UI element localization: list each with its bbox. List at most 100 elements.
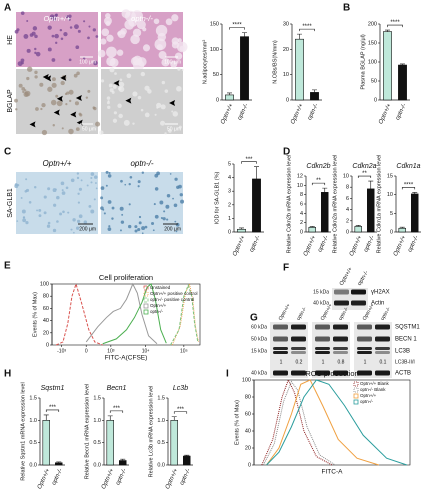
blot-band [357, 351, 372, 354]
cell [137, 227, 141, 232]
blot-protein: ACTB [395, 371, 411, 377]
significance: **** [232, 23, 242, 29]
blot-protein: γH2AX [371, 290, 390, 296]
cell [137, 185, 140, 188]
cell [77, 201, 80, 204]
cell [108, 83, 113, 88]
cell [24, 89, 27, 92]
cell [73, 73, 78, 78]
cell [119, 206, 124, 211]
x-tick-label: optn-/- [407, 235, 420, 253]
chart-title: Cdkn2a [352, 163, 376, 170]
legend-swatch [353, 387, 359, 393]
bar [308, 227, 316, 233]
cell [178, 125, 182, 129]
blot-protein: SQSTM1 [395, 325, 420, 331]
cell [69, 26, 73, 29]
x-tick-label: optn-/- [317, 235, 330, 253]
bar [55, 462, 63, 466]
cell [90, 176, 93, 180]
bar [398, 227, 406, 233]
y-tick-label: 8 [346, 185, 349, 191]
cell [78, 187, 83, 191]
blot-band [291, 370, 306, 376]
cell [24, 90, 31, 97]
cell [86, 184, 89, 187]
cell [125, 11, 131, 16]
cell [80, 179, 83, 182]
bar [411, 193, 419, 233]
bar [240, 36, 249, 101]
cell [32, 26, 38, 31]
chart-title: Sqstm1 [41, 385, 65, 392]
legend-swatch [353, 393, 359, 399]
plot-frame [253, 379, 411, 466]
cell [33, 186, 37, 189]
cell [154, 187, 159, 191]
cell [61, 191, 66, 195]
cell [72, 218, 76, 222]
cell [68, 14, 72, 18]
error-bar [312, 89, 317, 93]
cell [163, 210, 166, 213]
cell [87, 36, 90, 40]
cell [106, 96, 111, 100]
cell [103, 212, 106, 215]
cell [179, 45, 185, 51]
cell [181, 68, 184, 71]
y-tick-label: 0.0 [157, 462, 165, 468]
cell [141, 226, 146, 231]
cell [123, 119, 130, 126]
bar [367, 188, 375, 233]
cell [35, 51, 41, 57]
panel-label: F [283, 263, 289, 274]
arrowhead [125, 97, 132, 104]
cell [118, 86, 125, 93]
y-axis-label: Plasma BGLAP (ng/μl) [360, 34, 366, 90]
x-tick-label: Optn+/+ [378, 103, 393, 126]
cell [153, 18, 160, 25]
x-tick-label: optn-/- [395, 103, 408, 121]
cell [56, 100, 63, 107]
cell [51, 58, 56, 62]
x-tick-label: 0 [85, 348, 88, 354]
cell [50, 99, 57, 106]
significance-bracket [173, 411, 188, 414]
legend-label: optn-/- positive control [150, 297, 194, 302]
cell [161, 80, 166, 85]
cell [164, 89, 169, 93]
y-tick-label: 10 [343, 173, 349, 179]
micrograph [14, 11, 99, 67]
cell [90, 209, 95, 214]
cell [95, 35, 99, 38]
cell [60, 80, 65, 86]
x-tick-label: Optn+/+ [101, 468, 116, 491]
significance: **** [390, 20, 400, 26]
blot-band [315, 336, 330, 342]
significance: *** [113, 406, 121, 412]
scale-bar-label: 100 μm [164, 59, 181, 65]
y-tick-label: 0 [286, 97, 289, 103]
cell [119, 229, 122, 232]
cell [138, 221, 142, 225]
arrowhead [45, 75, 52, 82]
cell [27, 66, 33, 72]
micrograph [100, 170, 185, 235]
significance: **** [302, 24, 312, 30]
bar [119, 460, 127, 466]
error-bar [297, 33, 302, 40]
cell [65, 103, 68, 106]
cell [173, 203, 178, 208]
cell [38, 214, 42, 218]
cell [171, 110, 174, 113]
cell [73, 231, 75, 234]
legend-label: optn-/- [360, 399, 374, 404]
y-axis-label: Relative Sqstm1 mRNA expression level [20, 382, 26, 480]
x-tick-label: Optn+/+ [349, 235, 364, 258]
cell [39, 82, 44, 87]
bar [398, 64, 407, 101]
cell [76, 71, 80, 76]
blot-band [351, 289, 366, 295]
blot-protein: LC3B [395, 349, 410, 355]
cell [155, 24, 168, 37]
